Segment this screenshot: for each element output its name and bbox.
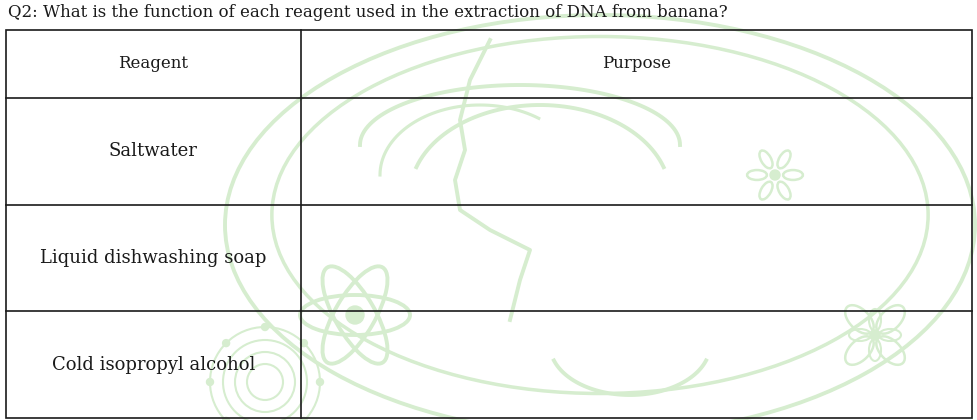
Text: Q2: What is the function of each reagent used in the extraction of DNA from bana: Q2: What is the function of each reagent…: [8, 4, 727, 21]
Text: Cold isopropyl alcohol: Cold isopropyl alcohol: [52, 356, 255, 374]
Text: Purpose: Purpose: [601, 55, 670, 72]
Circle shape: [769, 170, 780, 180]
Text: Liquid dishwashing soap: Liquid dishwashing soap: [40, 249, 266, 267]
Circle shape: [206, 378, 213, 386]
Circle shape: [346, 306, 363, 324]
Circle shape: [300, 340, 307, 346]
Text: Saltwater: Saltwater: [108, 142, 197, 160]
Text: Reagent: Reagent: [118, 55, 189, 72]
Circle shape: [223, 340, 230, 346]
Circle shape: [223, 417, 230, 420]
Circle shape: [261, 323, 269, 331]
Circle shape: [300, 417, 307, 420]
Circle shape: [870, 330, 879, 340]
Circle shape: [317, 378, 323, 386]
